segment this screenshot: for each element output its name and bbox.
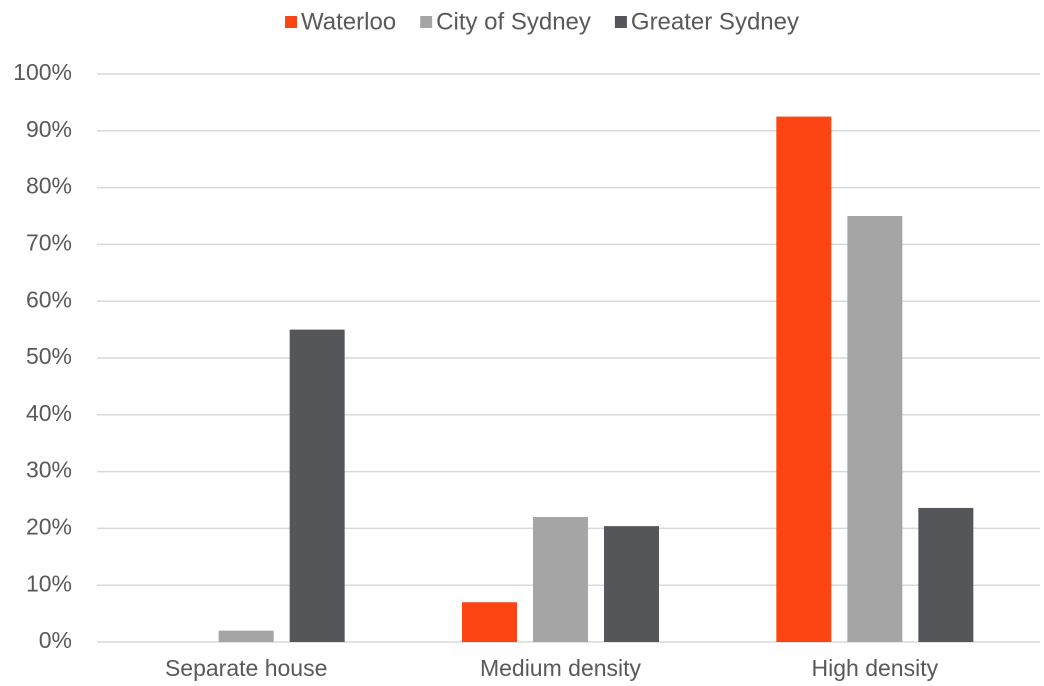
bar bbox=[462, 602, 517, 642]
legend-label: Greater Sydney bbox=[631, 8, 799, 35]
bar bbox=[604, 526, 659, 642]
bar bbox=[918, 507, 974, 642]
y-tick-label: 30% bbox=[26, 457, 72, 483]
y-tick-label: 10% bbox=[26, 570, 72, 596]
y-tick-label: 90% bbox=[26, 116, 72, 142]
legend-swatch bbox=[614, 16, 627, 28]
bar bbox=[847, 216, 903, 642]
y-tick-label: 40% bbox=[26, 400, 72, 426]
y-tick-label: 20% bbox=[26, 513, 72, 539]
y-tick-label: 60% bbox=[26, 286, 72, 312]
y-tick-label: 70% bbox=[26, 229, 72, 255]
legend-swatch bbox=[420, 16, 433, 28]
legend-label: Waterloo bbox=[301, 8, 396, 35]
y-tick-label: 0% bbox=[39, 627, 72, 653]
bar bbox=[289, 329, 345, 642]
x-tick-label: High density bbox=[812, 655, 939, 681]
legend-label: City of Sydney bbox=[436, 8, 591, 35]
legend-swatch bbox=[285, 16, 298, 28]
y-tick-label: 50% bbox=[26, 343, 72, 369]
x-tick-label: Medium density bbox=[480, 655, 642, 681]
bar bbox=[776, 116, 832, 643]
bar bbox=[218, 630, 274, 642]
y-tick-label: 100% bbox=[13, 59, 72, 85]
y-tick-label: 80% bbox=[26, 173, 72, 199]
x-tick-label: Separate house bbox=[165, 655, 327, 681]
bar bbox=[533, 517, 588, 642]
legend: Waterloo City of Sydney Greater Sydney bbox=[285, 8, 799, 35]
